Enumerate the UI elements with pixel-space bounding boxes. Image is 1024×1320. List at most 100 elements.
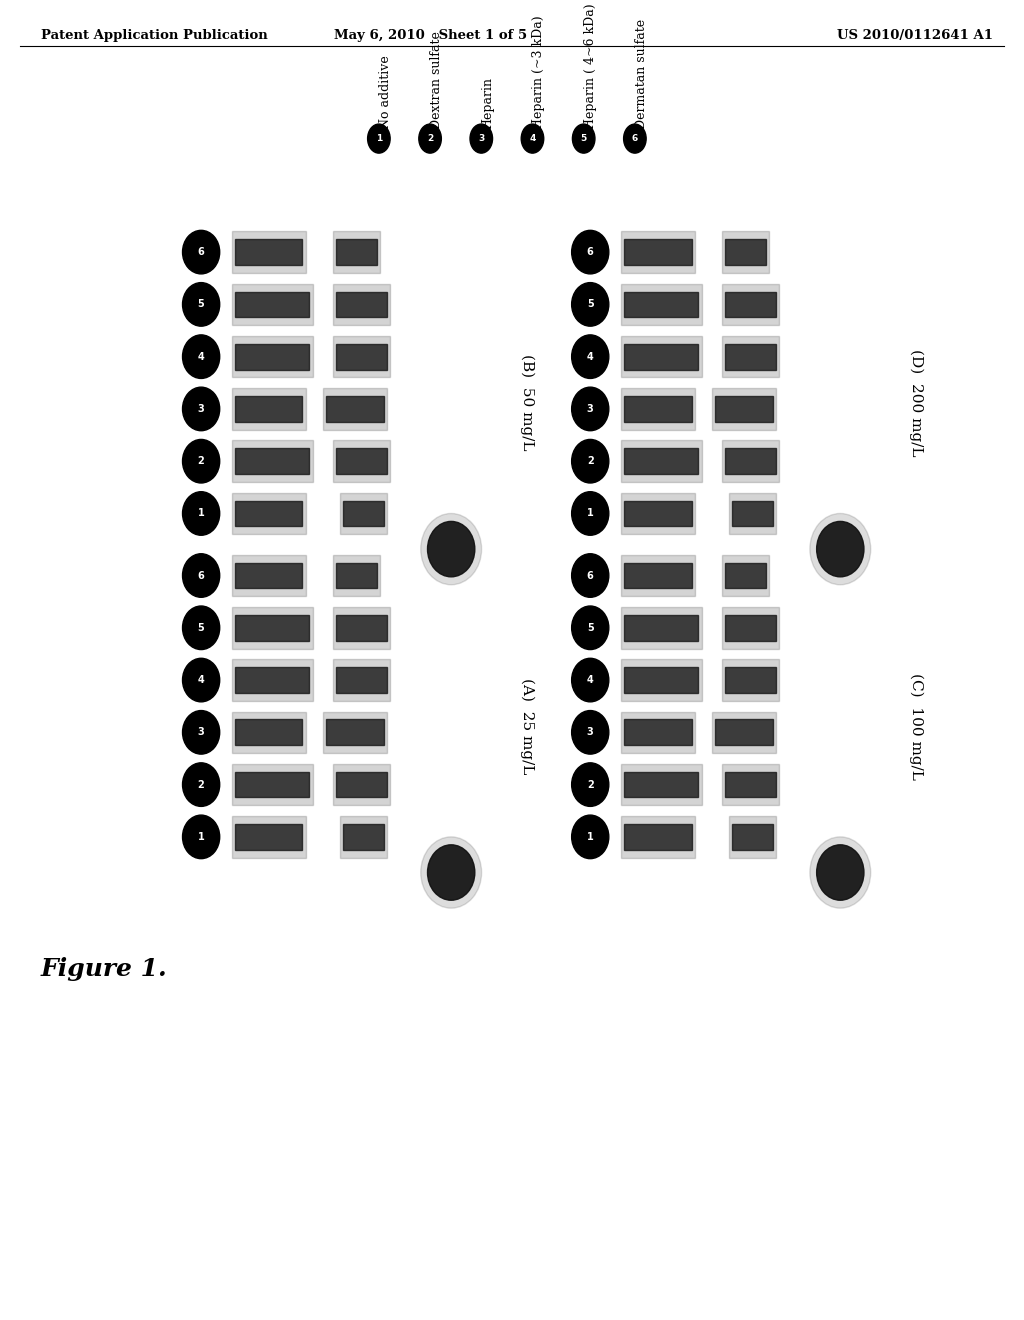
Bar: [722, 554, 769, 597]
Text: 2: 2: [198, 457, 205, 466]
Bar: [725, 772, 776, 797]
Bar: [234, 719, 302, 746]
Circle shape: [182, 492, 220, 536]
Text: 3: 3: [198, 727, 205, 738]
Bar: [624, 719, 691, 746]
Bar: [621, 335, 701, 378]
Circle shape: [182, 440, 220, 483]
Text: 3: 3: [478, 135, 484, 143]
Bar: [725, 667, 776, 693]
Bar: [231, 231, 306, 273]
Bar: [333, 659, 390, 701]
Circle shape: [571, 335, 609, 379]
Bar: [231, 659, 312, 701]
Bar: [624, 667, 698, 693]
Text: 6: 6: [198, 570, 205, 581]
Text: 6: 6: [198, 247, 205, 257]
Text: 6: 6: [632, 135, 638, 143]
Bar: [624, 396, 691, 422]
Bar: [621, 554, 695, 597]
Text: Heparin ( 4~6 kDa): Heparin ( 4~6 kDa): [584, 4, 597, 129]
Bar: [231, 492, 306, 535]
Circle shape: [571, 231, 609, 275]
Circle shape: [571, 710, 609, 754]
Bar: [621, 816, 695, 858]
Bar: [336, 292, 387, 317]
Bar: [722, 441, 779, 482]
Bar: [336, 239, 377, 265]
Text: No additive: No additive: [379, 55, 392, 129]
Bar: [234, 772, 309, 797]
Bar: [333, 335, 390, 378]
Bar: [231, 441, 312, 482]
Text: 5: 5: [587, 623, 594, 632]
Bar: [624, 824, 691, 850]
Text: 5: 5: [581, 135, 587, 143]
Bar: [621, 231, 695, 273]
Text: 4: 4: [529, 135, 536, 143]
Circle shape: [421, 513, 481, 585]
Bar: [343, 824, 384, 850]
Text: (C)  100 mg/L: (C) 100 mg/L: [909, 673, 924, 779]
Bar: [234, 239, 302, 265]
Bar: [621, 711, 695, 754]
Text: 3: 3: [587, 727, 594, 738]
Circle shape: [817, 521, 864, 577]
Text: 2: 2: [198, 780, 205, 789]
Bar: [333, 554, 380, 597]
Bar: [336, 667, 387, 693]
Bar: [333, 441, 390, 482]
Circle shape: [428, 845, 475, 900]
Text: 2: 2: [587, 457, 594, 466]
Bar: [231, 764, 312, 805]
Bar: [234, 292, 309, 317]
Bar: [732, 824, 773, 850]
Text: 4: 4: [198, 351, 205, 362]
Text: 1: 1: [198, 508, 205, 519]
Circle shape: [571, 387, 609, 430]
Circle shape: [182, 710, 220, 754]
Bar: [729, 492, 776, 535]
Text: May 6, 2010   Sheet 1 of 5: May 6, 2010 Sheet 1 of 5: [334, 29, 526, 42]
Bar: [624, 562, 691, 589]
Bar: [340, 816, 387, 858]
Text: 3: 3: [198, 404, 205, 414]
Bar: [343, 500, 384, 527]
Bar: [234, 396, 302, 422]
Bar: [231, 554, 306, 597]
Bar: [340, 492, 387, 535]
Bar: [621, 441, 701, 482]
Bar: [624, 449, 698, 474]
Bar: [336, 343, 387, 370]
Bar: [722, 607, 779, 648]
Text: 2: 2: [427, 135, 433, 143]
Text: Heparin: Heparin: [481, 78, 495, 129]
Circle shape: [182, 335, 220, 379]
Bar: [234, 615, 309, 640]
Bar: [725, 562, 766, 589]
Bar: [231, 335, 312, 378]
Text: 5: 5: [587, 300, 594, 309]
Bar: [234, 667, 309, 693]
Bar: [624, 292, 698, 317]
Circle shape: [428, 521, 475, 577]
Text: 4: 4: [198, 675, 205, 685]
Circle shape: [182, 606, 220, 649]
Bar: [336, 772, 387, 797]
Circle shape: [182, 814, 220, 858]
Bar: [621, 492, 695, 535]
Bar: [234, 343, 309, 370]
Bar: [333, 284, 390, 325]
Bar: [621, 284, 701, 325]
Bar: [712, 711, 776, 754]
Circle shape: [571, 659, 609, 702]
Bar: [326, 719, 384, 746]
Bar: [231, 388, 306, 430]
Bar: [323, 388, 387, 430]
Circle shape: [571, 282, 609, 326]
Bar: [722, 284, 779, 325]
Circle shape: [182, 231, 220, 275]
Circle shape: [571, 814, 609, 858]
Text: 6: 6: [587, 247, 594, 257]
Text: 1: 1: [198, 832, 205, 842]
